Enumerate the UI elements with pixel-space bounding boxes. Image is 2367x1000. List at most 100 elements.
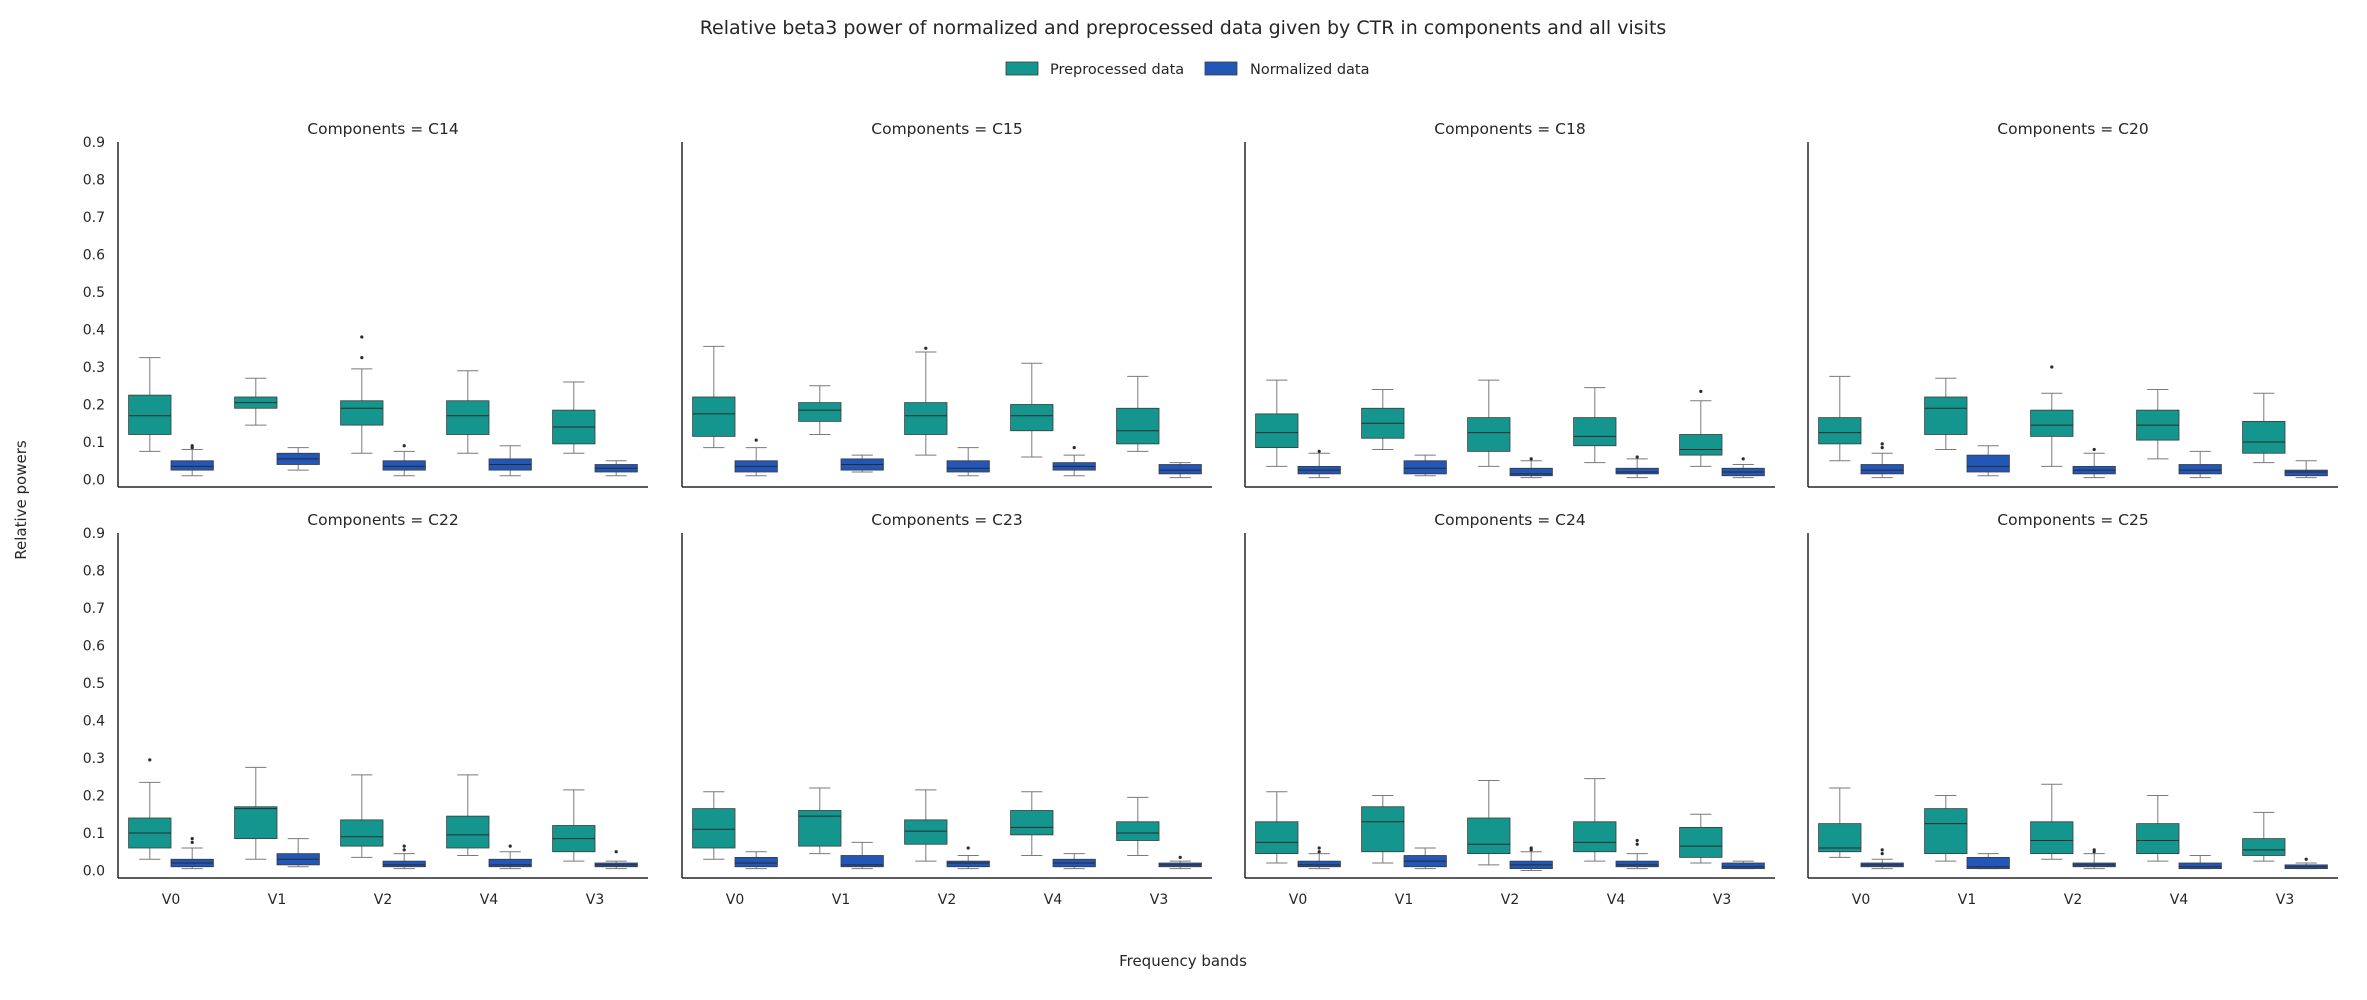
box-preprocessed-V4 bbox=[2136, 795, 2180, 862]
y-tick-label: 0.0 bbox=[83, 473, 105, 489]
box-preprocessed-V4 bbox=[446, 774, 490, 856]
x-tick-label: V0 bbox=[1289, 892, 1307, 908]
outlier-point bbox=[1317, 449, 1321, 453]
x-tick-label: V0 bbox=[1852, 892, 1870, 908]
y-tick-label: 0.6 bbox=[83, 639, 105, 655]
box-normalized-V1 bbox=[276, 838, 320, 868]
y-tick-label: 0.8 bbox=[83, 564, 105, 580]
box-normalized-V0 bbox=[1860, 848, 1904, 870]
y-tick-label: 0.3 bbox=[83, 360, 105, 376]
box-preprocessed-V4 bbox=[1010, 362, 1054, 458]
box-preprocessed-V4 bbox=[1010, 791, 1054, 856]
box-iqr bbox=[2284, 469, 2328, 477]
box-normalized-V0 bbox=[170, 444, 214, 477]
legend-swatch-preprocessed bbox=[1005, 61, 1039, 76]
box-preprocessed-V3 bbox=[1116, 796, 1160, 856]
box-preprocessed-V2 bbox=[904, 789, 948, 862]
x-tick-label: V3 bbox=[1713, 892, 1731, 908]
box-normalized-V4 bbox=[1052, 446, 1096, 477]
box-normalized-V0 bbox=[1860, 442, 1904, 479]
x-tick-label: V2 bbox=[2064, 892, 2082, 908]
box-preprocessed-V3 bbox=[2242, 392, 2286, 464]
box-normalized-V1 bbox=[1403, 847, 1447, 870]
panel-title: Components = C15 bbox=[871, 120, 1022, 138]
box-iqr bbox=[840, 855, 884, 868]
box-iqr bbox=[1573, 821, 1617, 853]
box-preprocessed-V1 bbox=[1361, 389, 1405, 450]
box-iqr bbox=[1010, 810, 1054, 836]
box-preprocessed-V3 bbox=[1679, 813, 1723, 864]
box-preprocessed-V1 bbox=[234, 377, 278, 426]
box-iqr bbox=[1573, 417, 1617, 447]
box-normalized-V3 bbox=[2284, 460, 2328, 479]
box-iqr bbox=[798, 402, 842, 422]
outlier-point bbox=[2304, 857, 2308, 861]
y-tick-label: 0.1 bbox=[83, 826, 105, 842]
box-iqr bbox=[1966, 856, 2010, 870]
box-preprocessed-V4 bbox=[2136, 389, 2180, 460]
box-iqr bbox=[1860, 464, 1904, 475]
box-iqr bbox=[904, 819, 948, 845]
box-iqr bbox=[446, 815, 490, 849]
box-preprocessed-V3 bbox=[2242, 811, 2286, 862]
box-iqr bbox=[170, 460, 214, 471]
box-normalized-V1 bbox=[840, 454, 884, 473]
outlier-point bbox=[1635, 838, 1639, 843]
box-iqr bbox=[1818, 823, 1862, 853]
box-iqr bbox=[1679, 826, 1723, 858]
facet-panel-3: Components = C18 bbox=[1244, 120, 1775, 488]
box-preprocessed-V3 bbox=[552, 381, 596, 454]
box-normalized-V0 bbox=[734, 851, 778, 870]
box-normalized-V3 bbox=[1158, 462, 1202, 479]
box-preprocessed-V0 bbox=[128, 357, 172, 452]
facet-panel-2: Components = C15 bbox=[681, 120, 1212, 488]
y-tick-label: 0.8 bbox=[83, 173, 105, 189]
outlier-point bbox=[1635, 842, 1639, 846]
box-normalized-V1 bbox=[1403, 454, 1447, 477]
panel-title: Components = C24 bbox=[1434, 511, 1585, 529]
box-iqr bbox=[382, 860, 426, 868]
chart-title: Relative beta3 power of normalized and p… bbox=[700, 17, 1667, 39]
x-tick-label: V1 bbox=[832, 892, 850, 908]
legend-label-preprocessed: Preprocessed data bbox=[1050, 62, 1184, 78]
box-iqr bbox=[1467, 817, 1511, 855]
outlier-point bbox=[1529, 457, 1533, 461]
x-tick-label: V4 bbox=[2170, 892, 2189, 908]
box-normalized-V4 bbox=[2178, 450, 2222, 479]
box-preprocessed-V3 bbox=[1116, 375, 1160, 452]
outlier-point bbox=[1880, 442, 1884, 446]
box-iqr bbox=[946, 860, 990, 868]
box-normalized-V3 bbox=[594, 850, 638, 870]
box-iqr bbox=[340, 819, 384, 847]
y-tick-label: 0.1 bbox=[83, 435, 105, 451]
y-tick-label: 0.9 bbox=[83, 526, 105, 542]
box-normalized-V0 bbox=[170, 837, 214, 870]
outlier-point bbox=[508, 844, 512, 848]
box-normalized-V3 bbox=[1158, 855, 1202, 870]
outlier-point bbox=[1178, 855, 1182, 859]
panel-title: Components = C18 bbox=[1434, 120, 1585, 138]
box-iqr bbox=[2242, 420, 2286, 454]
box-preprocessed-V0 bbox=[128, 758, 172, 860]
box-iqr bbox=[382, 460, 426, 471]
x-tick-label: V3 bbox=[1150, 892, 1168, 908]
box-iqr bbox=[1255, 413, 1299, 449]
box-preprocessed-V2 bbox=[340, 335, 384, 454]
x-tick-label: V0 bbox=[162, 892, 180, 908]
box-preprocessed-V1 bbox=[798, 385, 842, 435]
outlier-point bbox=[1880, 852, 1884, 856]
outlier-point bbox=[1072, 446, 1076, 450]
outlier-point bbox=[966, 846, 970, 850]
box-preprocessed-V0 bbox=[1818, 375, 1862, 462]
box-preprocessed-V0 bbox=[1255, 791, 1299, 864]
x-tick-label: V1 bbox=[268, 892, 286, 908]
facet-panel-1: Components = C14 0.0 0.1 0.2 0.3 0.4 0.5 0.6 0.7… bbox=[83, 120, 648, 489]
panel-title: Components = C23 bbox=[871, 511, 1022, 529]
box-preprocessed-V1 bbox=[1924, 795, 1968, 862]
outlier-point bbox=[360, 335, 364, 339]
facet-panel-7: Components = C24 V0 V1 V2 V4 V3 bbox=[1244, 511, 1775, 908]
y-tick-label: 0.6 bbox=[83, 248, 105, 264]
box-normalized-V4 bbox=[1615, 838, 1659, 870]
outlier-point bbox=[614, 850, 618, 854]
box-iqr bbox=[340, 400, 384, 426]
